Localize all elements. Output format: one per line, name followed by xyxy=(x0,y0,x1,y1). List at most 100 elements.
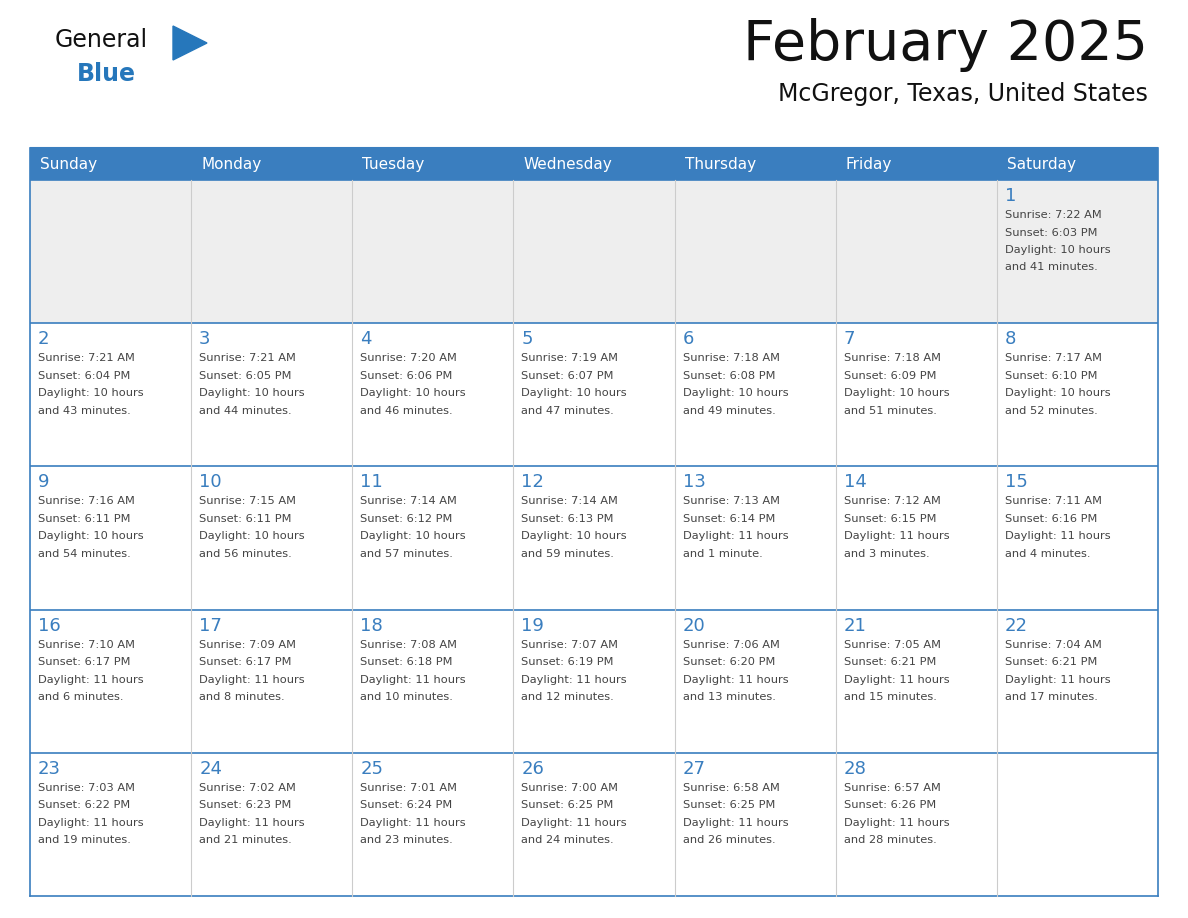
Text: Daylight: 10 hours: Daylight: 10 hours xyxy=(522,388,627,398)
Text: Monday: Monday xyxy=(201,156,261,172)
Text: and 4 minutes.: and 4 minutes. xyxy=(1005,549,1091,559)
Bar xyxy=(835,180,997,323)
Bar xyxy=(513,180,675,323)
Text: and 43 minutes.: and 43 minutes. xyxy=(38,406,131,416)
Text: 14: 14 xyxy=(843,474,866,491)
Bar xyxy=(353,466,513,610)
Bar xyxy=(675,148,835,180)
Text: Sunset: 6:11 PM: Sunset: 6:11 PM xyxy=(200,514,291,524)
Text: Sunrise: 7:18 AM: Sunrise: 7:18 AM xyxy=(843,353,941,364)
Text: and 23 minutes.: and 23 minutes. xyxy=(360,835,453,845)
Text: 1: 1 xyxy=(1005,187,1016,205)
Text: and 57 minutes.: and 57 minutes. xyxy=(360,549,453,559)
Text: 7: 7 xyxy=(843,330,855,348)
Text: McGregor, Texas, United States: McGregor, Texas, United States xyxy=(778,82,1148,106)
Text: Daylight: 11 hours: Daylight: 11 hours xyxy=(360,675,466,685)
Text: 21: 21 xyxy=(843,617,866,634)
Polygon shape xyxy=(173,26,207,60)
Text: Daylight: 11 hours: Daylight: 11 hours xyxy=(1005,675,1111,685)
Text: and 41 minutes.: and 41 minutes. xyxy=(1005,263,1098,273)
Text: Sunset: 6:10 PM: Sunset: 6:10 PM xyxy=(1005,371,1098,381)
Text: Sunrise: 6:57 AM: Sunrise: 6:57 AM xyxy=(843,783,941,793)
Text: 20: 20 xyxy=(683,617,706,634)
Bar xyxy=(191,466,353,610)
Text: Sunday: Sunday xyxy=(40,156,97,172)
Text: and 24 minutes.: and 24 minutes. xyxy=(522,835,614,845)
Text: Sunset: 6:20 PM: Sunset: 6:20 PM xyxy=(683,657,775,667)
Text: Sunset: 6:11 PM: Sunset: 6:11 PM xyxy=(38,514,131,524)
Bar xyxy=(675,180,835,323)
Text: Sunrise: 7:13 AM: Sunrise: 7:13 AM xyxy=(683,497,779,507)
Text: Daylight: 11 hours: Daylight: 11 hours xyxy=(360,818,466,828)
Bar xyxy=(997,148,1158,180)
Text: 24: 24 xyxy=(200,760,222,778)
Text: and 47 minutes.: and 47 minutes. xyxy=(522,406,614,416)
Text: Daylight: 11 hours: Daylight: 11 hours xyxy=(200,675,305,685)
Bar xyxy=(30,610,191,753)
Text: and 13 minutes.: and 13 minutes. xyxy=(683,692,776,702)
Text: 5: 5 xyxy=(522,330,533,348)
Bar xyxy=(997,753,1158,896)
Text: 17: 17 xyxy=(200,617,222,634)
Bar xyxy=(30,753,191,896)
Bar xyxy=(513,466,675,610)
Text: Daylight: 10 hours: Daylight: 10 hours xyxy=(38,388,144,398)
Text: and 1 minute.: and 1 minute. xyxy=(683,549,763,559)
Text: and 3 minutes.: and 3 minutes. xyxy=(843,549,929,559)
Bar xyxy=(835,466,997,610)
Bar xyxy=(191,148,353,180)
Text: Daylight: 11 hours: Daylight: 11 hours xyxy=(683,675,788,685)
Text: Sunrise: 7:00 AM: Sunrise: 7:00 AM xyxy=(522,783,619,793)
Text: Sunrise: 7:11 AM: Sunrise: 7:11 AM xyxy=(1005,497,1101,507)
Text: 25: 25 xyxy=(360,760,384,778)
Text: Wednesday: Wednesday xyxy=(524,156,612,172)
Text: Sunset: 6:17 PM: Sunset: 6:17 PM xyxy=(38,657,131,667)
Text: and 46 minutes.: and 46 minutes. xyxy=(360,406,453,416)
Bar xyxy=(513,610,675,753)
Text: Sunrise: 7:14 AM: Sunrise: 7:14 AM xyxy=(522,497,618,507)
Bar xyxy=(191,323,353,466)
Text: Daylight: 11 hours: Daylight: 11 hours xyxy=(38,818,144,828)
Text: Sunrise: 7:10 AM: Sunrise: 7:10 AM xyxy=(38,640,135,650)
Text: Daylight: 11 hours: Daylight: 11 hours xyxy=(683,818,788,828)
Text: Thursday: Thursday xyxy=(684,156,756,172)
Bar xyxy=(835,323,997,466)
Text: Sunrise: 7:02 AM: Sunrise: 7:02 AM xyxy=(200,783,296,793)
Text: Sunrise: 7:21 AM: Sunrise: 7:21 AM xyxy=(38,353,135,364)
Bar xyxy=(30,180,191,323)
Text: Sunset: 6:15 PM: Sunset: 6:15 PM xyxy=(843,514,936,524)
Bar xyxy=(675,466,835,610)
Text: and 8 minutes.: and 8 minutes. xyxy=(200,692,285,702)
Text: Daylight: 10 hours: Daylight: 10 hours xyxy=(522,532,627,542)
Text: Daylight: 11 hours: Daylight: 11 hours xyxy=(522,818,627,828)
Text: 15: 15 xyxy=(1005,474,1028,491)
Bar xyxy=(30,466,191,610)
Text: Sunrise: 7:12 AM: Sunrise: 7:12 AM xyxy=(843,497,941,507)
Text: Daylight: 11 hours: Daylight: 11 hours xyxy=(683,532,788,542)
Text: and 15 minutes.: and 15 minutes. xyxy=(843,692,936,702)
Text: February 2025: February 2025 xyxy=(742,18,1148,72)
Text: Sunrise: 7:06 AM: Sunrise: 7:06 AM xyxy=(683,640,779,650)
Text: Daylight: 10 hours: Daylight: 10 hours xyxy=(200,388,305,398)
Text: Daylight: 11 hours: Daylight: 11 hours xyxy=(38,675,144,685)
Text: and 26 minutes.: and 26 minutes. xyxy=(683,835,776,845)
Text: Sunset: 6:19 PM: Sunset: 6:19 PM xyxy=(522,657,614,667)
Text: Sunrise: 7:16 AM: Sunrise: 7:16 AM xyxy=(38,497,135,507)
Bar xyxy=(997,180,1158,323)
Text: Sunrise: 7:17 AM: Sunrise: 7:17 AM xyxy=(1005,353,1101,364)
Bar xyxy=(353,323,513,466)
Bar xyxy=(30,148,191,180)
Bar xyxy=(835,610,997,753)
Text: Sunrise: 7:14 AM: Sunrise: 7:14 AM xyxy=(360,497,457,507)
Text: Daylight: 11 hours: Daylight: 11 hours xyxy=(843,675,949,685)
Text: 8: 8 xyxy=(1005,330,1016,348)
Bar xyxy=(835,148,997,180)
Text: Sunset: 6:13 PM: Sunset: 6:13 PM xyxy=(522,514,614,524)
Text: Daylight: 10 hours: Daylight: 10 hours xyxy=(1005,388,1111,398)
Bar xyxy=(675,323,835,466)
Bar xyxy=(353,753,513,896)
Text: Daylight: 11 hours: Daylight: 11 hours xyxy=(200,818,305,828)
Bar xyxy=(513,753,675,896)
Text: Sunset: 6:03 PM: Sunset: 6:03 PM xyxy=(1005,228,1098,238)
Text: and 52 minutes.: and 52 minutes. xyxy=(1005,406,1098,416)
